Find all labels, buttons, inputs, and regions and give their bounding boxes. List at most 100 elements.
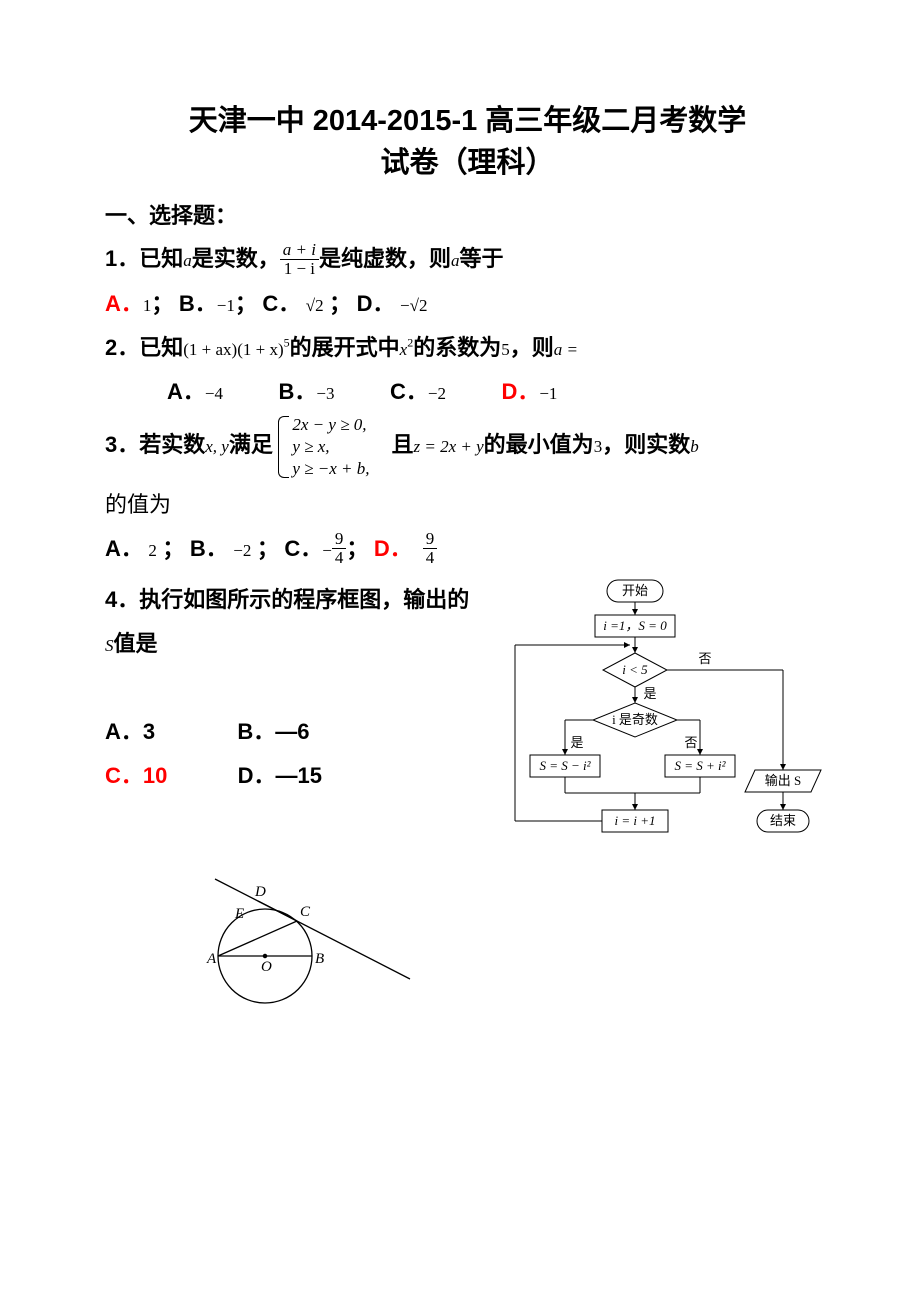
flow-inc: i = i +1	[614, 813, 655, 828]
flowchart-svg: 开始 i =1，S = 0 i < 5 否 是	[505, 575, 835, 865]
title-line-1: 天津一中 2014-2015-1 高三年级二月考数学	[189, 105, 747, 137]
q4-text-1: 执行如图所示的程序框图，输出的	[139, 587, 469, 612]
q2-options: A．−4 B．−3 C．−2 D．−1	[167, 374, 830, 406]
q3-sys-2: y ≥ x,	[292, 437, 329, 456]
q3-opt-c-neg: −	[322, 541, 332, 560]
q4-num: 4．	[105, 587, 139, 612]
q3-c-num: 9	[332, 530, 347, 549]
flow-init: i =1，S = 0	[603, 618, 667, 633]
q3-sep-2: ；	[257, 536, 279, 561]
q3-sys-3: y ≥ −x + b,	[292, 459, 369, 478]
q1-frac-den: 1 − i	[280, 260, 319, 278]
q3-system: 2x − y ≥ 0, y ≥ x, y ≥ −x + b,	[278, 414, 369, 480]
q3-opt-d-frac: 94	[423, 530, 438, 567]
q1-opt-a-label: A．	[105, 291, 143, 316]
q2-text-3: 的系数为	[413, 335, 501, 360]
question-1: 1．已知a是实数，a + i1 − i是纯虚数，则a等于	[105, 240, 830, 279]
q2-opt-b-label: B．	[278, 379, 316, 404]
q1-opt-d-label: D．	[357, 291, 395, 316]
q1-text-2: 是实数，	[192, 246, 280, 271]
geometry-figure: A B C D E O	[175, 871, 830, 1011]
q2-opt-a-label: A．	[167, 379, 205, 404]
q2-text-2: 的展开式中	[290, 335, 400, 360]
q1-text-1: 已知	[139, 246, 183, 271]
geo-label-e: E	[234, 906, 244, 922]
q2-text-4: ，则	[510, 335, 554, 360]
section-heading: 一、选择题：	[105, 198, 830, 230]
q3-opt-d-label: D．	[374, 536, 412, 561]
flow-cond2: i 是奇数	[612, 712, 658, 727]
flow-start: 开始	[622, 583, 648, 598]
question-2: 2．已知(1 + ax)(1 + x)5的展开式中x2的系数为5，则a =	[105, 329, 830, 366]
q3-opt-b-val: −2	[233, 541, 251, 560]
q3-sep-1: ；	[162, 536, 184, 561]
q2-opt-c-val: −2	[428, 384, 446, 403]
flow-end: 结束	[770, 813, 796, 828]
q1-num: 1．	[105, 246, 139, 271]
q3-opt-c-label: C．	[284, 536, 322, 561]
q4-line-1: 4．执行如图所示的程序框图，输出的	[105, 581, 505, 618]
q1-text-3: 是纯虚数，则	[319, 246, 451, 271]
q4-text-2: 值是	[114, 631, 158, 656]
question-3: 3．若实数x, y满足 2x − y ≥ 0, y ≥ x, y ≥ −x + …	[105, 414, 830, 480]
q2-opt-d-label: D．	[501, 379, 539, 404]
flow-out: 输出 S	[765, 773, 801, 788]
q3-options: A． 2 ； B． −2 ； C．−94； D． 94	[105, 530, 830, 569]
q1-frac-num: a + i	[280, 241, 319, 260]
q3-num: 3．	[105, 432, 139, 457]
q1-opt-b-label: B．	[179, 291, 217, 316]
q3-c-den: 4	[332, 549, 347, 567]
q1-var-a: a	[183, 251, 192, 270]
flowchart: 开始 i =1，S = 0 i < 5 否 是	[505, 575, 835, 865]
geo-label-b: B	[315, 951, 324, 967]
q1-opt-c-val: √2	[306, 296, 324, 315]
title-line-2: 试卷（理科）	[380, 147, 554, 179]
flow-yes-1: 是	[643, 686, 656, 701]
q3-d-num: 9	[423, 530, 438, 549]
q4-line-2: S值是	[105, 625, 505, 662]
q3-three: 3	[594, 437, 603, 456]
q4-opt-c: C．10	[105, 763, 167, 788]
q1-sep-3: ；	[329, 291, 351, 316]
q2-opt-b-val: −3	[316, 384, 334, 403]
q4-opt-d: D．—15	[238, 763, 322, 788]
q1-sep-1: ；	[151, 291, 173, 316]
flow-cond1: i < 5	[622, 662, 648, 677]
question-4-text: 4．执行如图所示的程序框图，输出的 S值是 A．3 B．—6 C．10 D．—1…	[105, 575, 505, 798]
q4-opts-row-2: C．10 D．—15	[105, 754, 505, 798]
geo-label-c: C	[300, 904, 311, 920]
flow-no-1: 否	[698, 651, 711, 666]
geo-label-d: D	[254, 884, 266, 900]
flow-right: S = S + i²	[674, 758, 726, 773]
circle-svg: A B C D E O	[175, 871, 415, 1011]
q2-opt-c-label: C．	[390, 379, 428, 404]
q1-opt-d-val: −√2	[400, 296, 427, 315]
q3-xy: x, y	[205, 437, 229, 456]
flow-no-2: 否	[684, 735, 697, 750]
q3-opt-b-label: B．	[190, 536, 228, 561]
q3-text-4: 的最小值为	[484, 432, 594, 457]
q2-text-1: 已知	[139, 335, 183, 360]
geo-label-o: O	[261, 959, 272, 975]
q3-text-3: 且	[392, 432, 414, 457]
q4-s: S	[105, 636, 114, 655]
flow-yes-2: 是	[570, 735, 583, 750]
q3-text-5: ，则实数	[602, 432, 690, 457]
q3-z: z = 2x + y	[414, 437, 484, 456]
q3-text-2: 满足	[229, 432, 273, 457]
q3-sep-3: ；	[346, 536, 368, 561]
q3-text-6: 的值为	[105, 486, 830, 523]
q2-expr: (1 + ax)(1 + x)	[183, 340, 283, 359]
q1-var-a-2: a	[451, 251, 460, 270]
q1-options: A．1； B．−1； C． √2 ； D． −√2	[105, 285, 830, 322]
q1-text-4: 等于	[460, 246, 504, 271]
q1-sep-2: ；	[235, 291, 257, 316]
q2-aeq: a =	[554, 340, 578, 359]
q4-opts-row-1: A．3 B．—6	[105, 710, 505, 754]
q2-five: 5	[501, 340, 510, 359]
q2-opt-a-val: −4	[205, 384, 223, 403]
geo-label-a: A	[206, 951, 217, 967]
q3-b: b	[690, 437, 699, 456]
q3-opt-a-val: 2	[148, 541, 157, 560]
q2-num: 2．	[105, 335, 139, 360]
